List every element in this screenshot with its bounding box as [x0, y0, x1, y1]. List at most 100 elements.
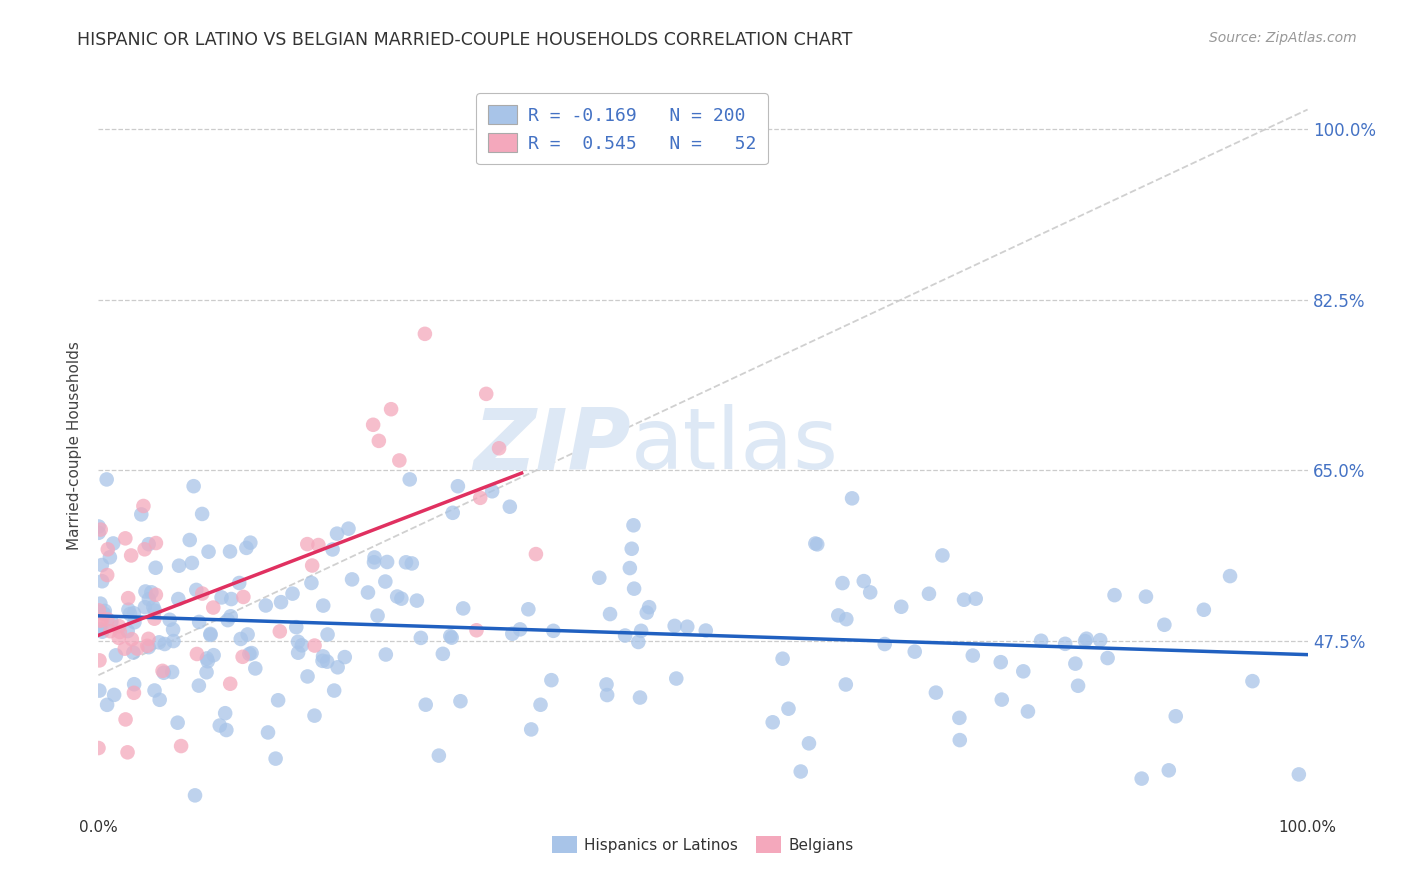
Point: [267, 693, 290, 707]
Point: [304, 639, 326, 653]
Point: [322, 542, 344, 557]
Point: [103, 536, 125, 550]
Point: [517, 602, 540, 616]
Point: [475, 387, 498, 401]
Point: [145, 536, 167, 550]
Point: [217, 613, 239, 627]
Point: [232, 649, 254, 664]
Point: [159, 613, 181, 627]
Point: [990, 692, 1012, 706]
Point: [89, 653, 111, 667]
Point: [962, 648, 984, 663]
Point: [162, 634, 184, 648]
Point: [245, 661, 267, 675]
Point: [301, 558, 323, 573]
Point: [90, 614, 112, 628]
Point: [1090, 633, 1112, 648]
Point: [357, 585, 380, 599]
Point: [89, 683, 111, 698]
Point: [501, 626, 523, 640]
Point: [636, 606, 658, 620]
Point: [361, 417, 384, 432]
Point: [215, 723, 238, 737]
Point: [287, 646, 309, 660]
Point: [87, 519, 110, 533]
Point: [197, 545, 219, 559]
Point: [134, 584, 156, 599]
Point: [90, 558, 112, 572]
Point: [129, 508, 152, 522]
Point: [114, 713, 136, 727]
Point: [229, 632, 252, 646]
Point: [427, 748, 450, 763]
Point: [481, 484, 503, 499]
Point: [179, 533, 201, 547]
Text: HISPANIC OR LATINO VS BELGIAN MARRIED-COUPLE HOUSEHOLDS CORRELATION CHART: HISPANIC OR LATINO VS BELGIAN MARRIED-CO…: [77, 31, 852, 49]
Point: [232, 590, 254, 604]
Point: [180, 556, 202, 570]
Point: [931, 549, 953, 563]
Point: [415, 698, 437, 712]
Point: [117, 591, 139, 606]
Point: [827, 608, 849, 623]
Point: [638, 600, 661, 615]
Point: [107, 631, 129, 645]
Point: [949, 733, 972, 747]
Point: [195, 665, 218, 680]
Point: [790, 764, 813, 779]
Point: [1054, 637, 1077, 651]
Point: [665, 672, 688, 686]
Point: [202, 648, 225, 662]
Point: [374, 574, 396, 589]
Point: [599, 607, 621, 621]
Point: [166, 715, 188, 730]
Point: [132, 499, 155, 513]
Point: [299, 576, 322, 591]
Point: [470, 491, 492, 505]
Point: [96, 612, 118, 626]
Point: [965, 591, 987, 606]
Point: [149, 693, 172, 707]
Point: [620, 541, 643, 556]
Point: [465, 624, 488, 638]
Point: [114, 532, 136, 546]
Point: [1029, 633, 1052, 648]
Point: [136, 639, 159, 653]
Point: [859, 585, 882, 599]
Point: [367, 434, 389, 448]
Point: [596, 688, 619, 702]
Point: [447, 479, 470, 493]
Point: [98, 624, 121, 639]
Point: [191, 586, 214, 600]
Point: [628, 690, 651, 705]
Point: [1164, 709, 1187, 723]
Legend: Hispanics or Latinos, Belgians: Hispanics or Latinos, Belgians: [546, 830, 860, 859]
Point: [363, 555, 385, 569]
Point: [449, 694, 471, 708]
Point: [389, 591, 412, 606]
Point: [183, 479, 205, 493]
Point: [540, 673, 562, 688]
Point: [235, 541, 257, 555]
Point: [806, 537, 828, 551]
Point: [138, 592, 160, 607]
Point: [695, 624, 717, 638]
Point: [87, 525, 110, 540]
Point: [257, 725, 280, 739]
Point: [831, 576, 853, 591]
Point: [406, 593, 429, 607]
Point: [162, 623, 184, 637]
Point: [142, 599, 165, 614]
Text: ZIP: ZIP: [472, 404, 630, 488]
Point: [1012, 665, 1035, 679]
Point: [990, 655, 1012, 669]
Point: [1219, 569, 1241, 583]
Point: [323, 683, 346, 698]
Point: [375, 555, 398, 569]
Point: [138, 632, 160, 646]
Point: [630, 624, 652, 638]
Point: [121, 632, 143, 647]
Point: [122, 686, 145, 700]
Point: [524, 547, 547, 561]
Point: [367, 608, 389, 623]
